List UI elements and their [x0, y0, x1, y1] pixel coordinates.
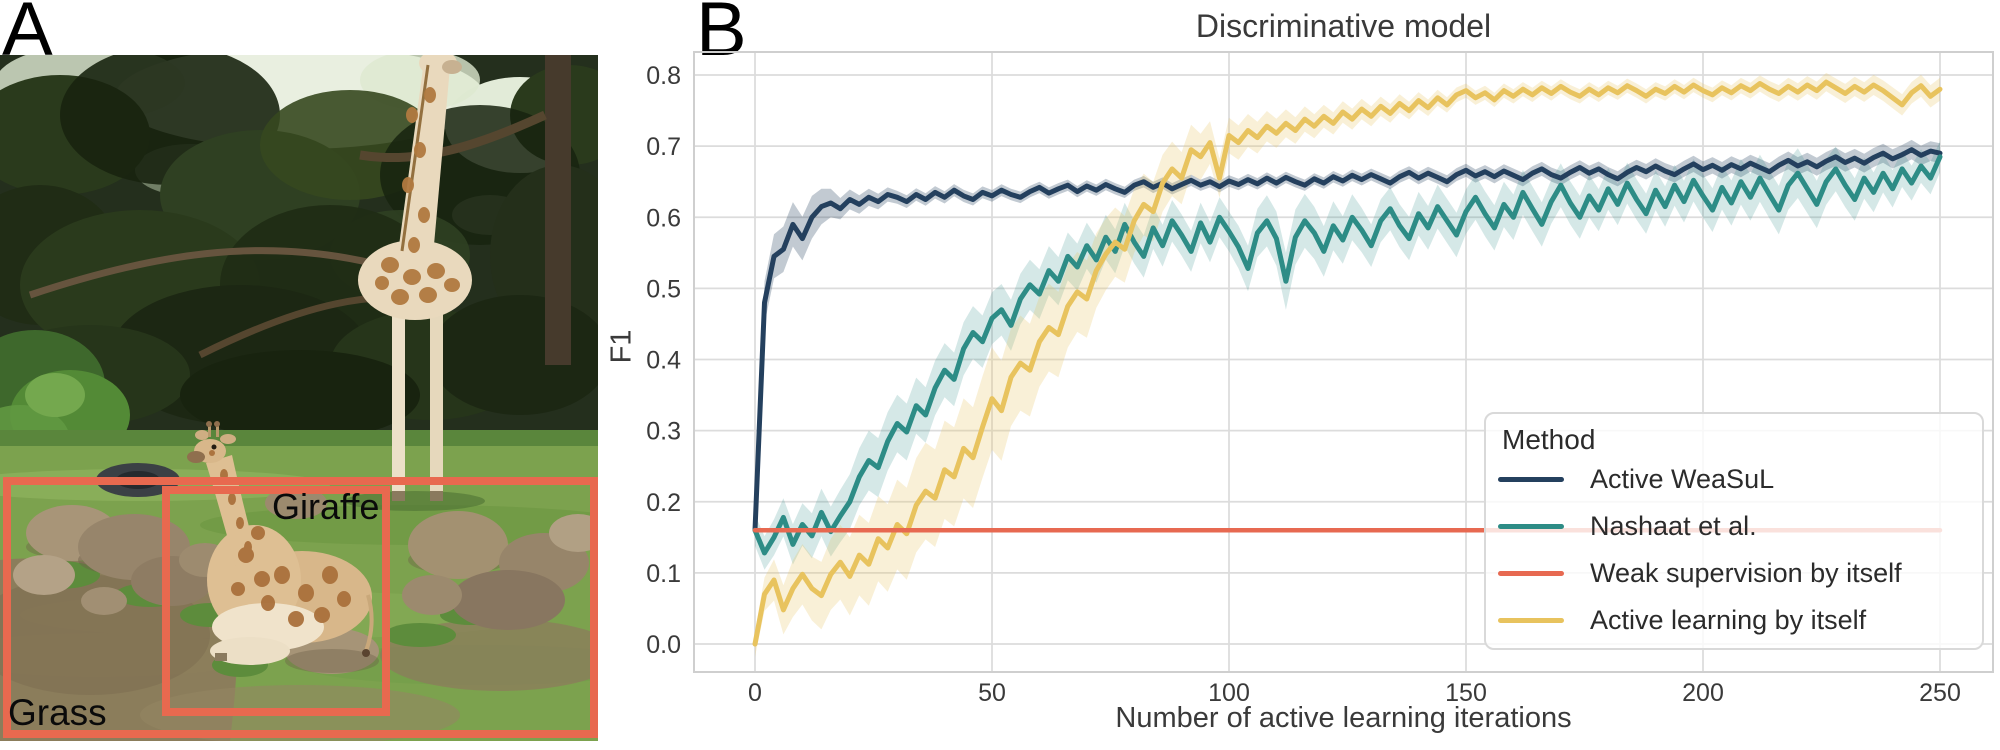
x-tick-label: 200	[1682, 679, 1724, 707]
forest-canopy	[0, 55, 598, 440]
x-tick-label: 250	[1919, 679, 1961, 707]
legend-label: Nashaat et al.	[1590, 511, 1757, 541]
series-line-3	[752, 79, 1943, 647]
x-tick-label: 50	[978, 679, 1006, 707]
legend-entry-weak-supervision: Weak supervision by itself	[1498, 550, 1972, 597]
grass-box-label: Grass	[8, 692, 107, 733]
legend-entry-nashaat: Nashaat et al.	[1498, 503, 1972, 550]
giraffe-box-label: Giraffe	[272, 486, 380, 527]
panel-b-label: B	[696, 0, 747, 72]
giraffe-patches	[209, 450, 351, 627]
y-tick-label: 0.8	[646, 62, 681, 90]
legend-label: Active WeaSuL	[1590, 464, 1775, 494]
legend-label: Active learning by itself	[1590, 605, 1867, 635]
plot-border	[693, 51, 1994, 673]
y-tick-label: 0.6	[646, 204, 681, 232]
mud-patches	[0, 558, 598, 741]
legend-swatch-active-weasul	[1498, 477, 1564, 482]
rocks-right	[402, 511, 598, 630]
x-tick-label: 150	[1445, 679, 1487, 707]
grass-bounding-box	[3, 477, 598, 738]
giraffe-patches	[375, 87, 460, 305]
legend-swatch-weak-supervision	[1498, 571, 1564, 576]
legend-swatch-active-learning	[1498, 618, 1564, 623]
legend-entry-active-learning: Active learning by itself	[1498, 597, 1972, 644]
legend-entry-active-weasul: Active WeaSuL	[1498, 456, 1972, 503]
legend-title: Method	[1502, 424, 1596, 455]
y-axis-label: F1	[605, 329, 638, 364]
legend-swatch-nashaat	[1498, 524, 1564, 529]
y-tick-label: 0.2	[646, 489, 681, 517]
series-layer	[752, 72, 1943, 657]
x-tick-label: 100	[1208, 679, 1250, 707]
y-tick-label: 0.1	[646, 560, 681, 588]
legend-label: Weak supervision by itself	[1590, 558, 1902, 588]
chart-title: Discriminative model	[1195, 8, 1492, 44]
x-tick-label: 0	[748, 679, 762, 707]
series-line-1	[752, 154, 1943, 556]
zoo-photo-scene	[0, 55, 598, 741]
series-line-0	[752, 147, 1943, 533]
y-tick-label: 0.0	[646, 631, 681, 659]
y-tick-label: 0.3	[646, 418, 681, 446]
standing-giraffe	[345, 55, 485, 511]
y-tick-label: 0.5	[646, 275, 681, 303]
grid-lines	[694, 52, 1993, 672]
chart-legend: Method Active WeaSuL Nashaat et al. Weak…	[1484, 412, 1984, 650]
x-axis-label: Number of active learning iterations	[1115, 702, 1572, 734]
zoo-photo	[0, 55, 598, 741]
giraffe-bounding-box	[162, 486, 390, 716]
confidence-band	[755, 72, 1940, 657]
y-tick-label: 0.4	[646, 347, 681, 375]
y-tick-label: 0.7	[646, 133, 681, 161]
seated-giraffe	[187, 421, 374, 665]
